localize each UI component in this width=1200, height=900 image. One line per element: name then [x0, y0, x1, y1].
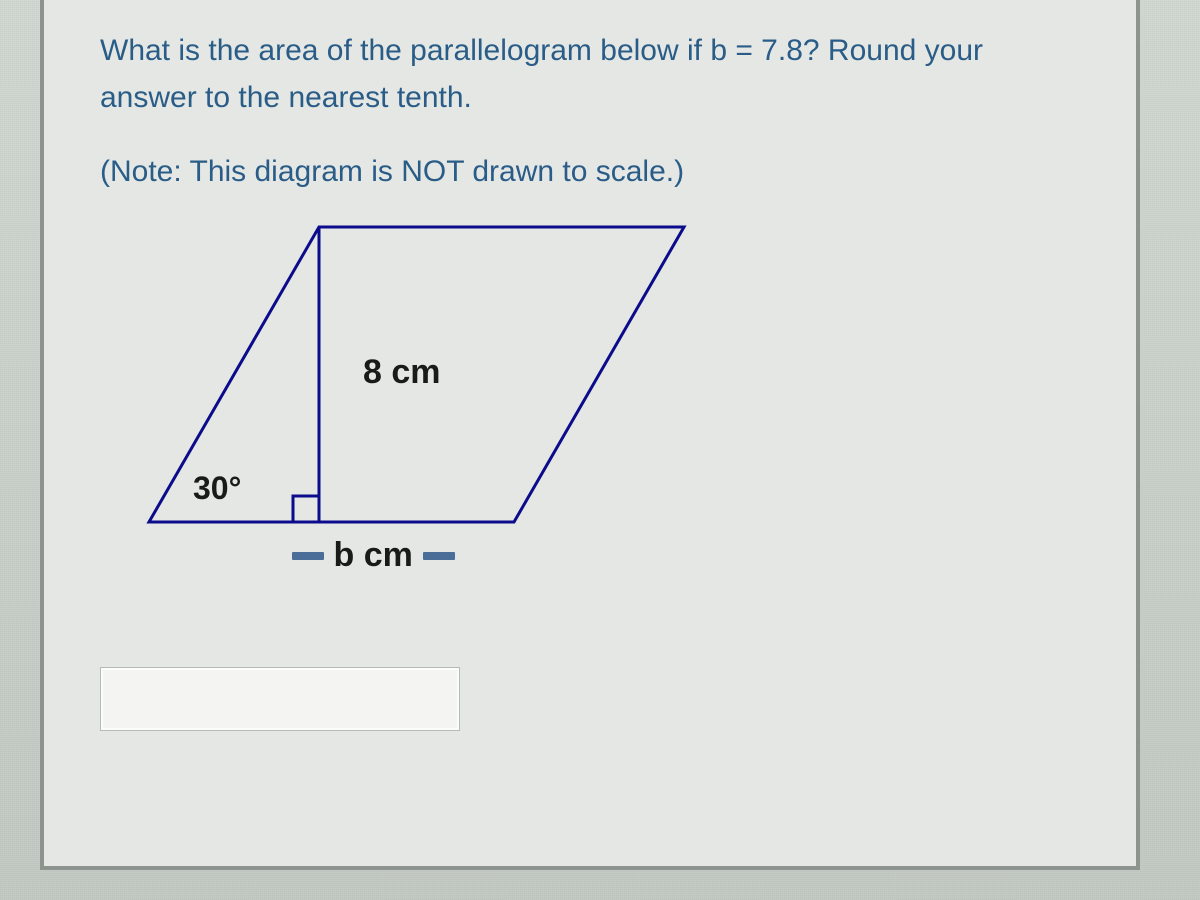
- question-line-2: answer to the nearest tenth.: [100, 81, 472, 114]
- parallelogram-diagram: 30° 8 cm b cm: [94, 207, 714, 617]
- question-line-1: What is the area of the parallelogram be…: [100, 34, 983, 67]
- base-label-text: b cm: [334, 536, 413, 575]
- question-note: (Note: This diagram is NOT drawn to scal…: [100, 155, 1076, 189]
- base-dash-right: [423, 552, 455, 560]
- content-area: What is the area of the parallelogram be…: [44, 0, 1136, 751]
- base-dash-left: [292, 552, 324, 560]
- right-angle-marker: [293, 496, 319, 522]
- question-card: What is the area of the parallelogram be…: [40, 0, 1140, 870]
- base-label: b cm: [292, 536, 455, 575]
- answer-input[interactable]: [100, 667, 460, 731]
- angle-label: 30°: [193, 470, 241, 507]
- height-label: 8 cm: [363, 353, 441, 392]
- question-text: What is the area of the parallelogram be…: [100, 28, 1076, 121]
